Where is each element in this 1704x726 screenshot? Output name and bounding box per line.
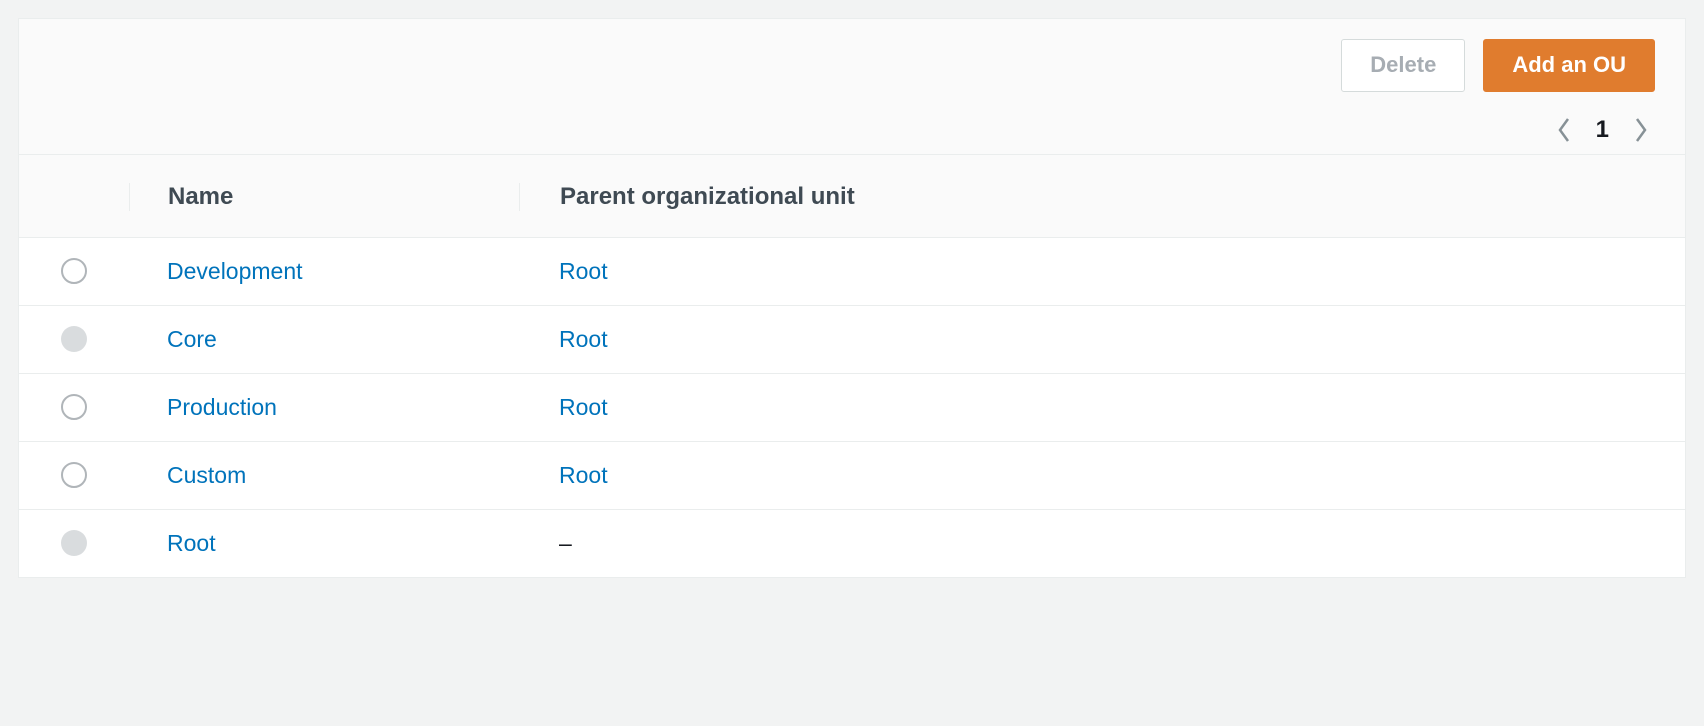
table-row: Core Root xyxy=(19,305,1685,373)
table-row: Development Root xyxy=(19,237,1685,305)
ou-name-link[interactable]: Development xyxy=(167,258,303,284)
table-row: Production Root xyxy=(19,373,1685,441)
row-name-cell: Custom xyxy=(129,462,519,489)
row-radio xyxy=(61,326,87,352)
table-header-row: Name Parent organizational unit xyxy=(19,155,1685,237)
pagination: 1 xyxy=(1554,116,1655,144)
row-name-cell: Root xyxy=(129,530,519,557)
row-parent-cell: Root xyxy=(519,258,1685,285)
column-header-parent[interactable]: Parent organizational unit xyxy=(519,183,1685,211)
parent-ou-link[interactable]: Root xyxy=(559,462,608,488)
panel-header: Delete Add an OU 1 xyxy=(19,19,1685,155)
current-page: 1 xyxy=(1596,116,1609,144)
row-parent-cell: Root xyxy=(519,326,1685,353)
parent-ou-link[interactable]: Root xyxy=(559,258,608,284)
parent-ou-text: – xyxy=(559,530,572,556)
ou-name-link[interactable]: Core xyxy=(167,326,217,352)
delete-button[interactable]: Delete xyxy=(1341,39,1465,92)
ou-panel: Delete Add an OU 1 Name Parent organizat… xyxy=(18,18,1686,578)
prev-page-icon[interactable] xyxy=(1554,120,1574,140)
table-row: Custom Root xyxy=(19,441,1685,509)
row-name-cell: Core xyxy=(129,326,519,353)
ou-name-link[interactable]: Production xyxy=(167,394,277,420)
parent-ou-link[interactable]: Root xyxy=(559,394,608,420)
add-ou-button[interactable]: Add an OU xyxy=(1483,39,1655,92)
ou-name-link[interactable]: Custom xyxy=(167,462,246,488)
parent-ou-link[interactable]: Root xyxy=(559,326,608,352)
row-select-cell xyxy=(19,530,129,556)
action-bar: Delete Add an OU xyxy=(1341,39,1655,92)
row-select-cell xyxy=(19,462,129,488)
row-select-cell xyxy=(19,394,129,420)
row-parent-cell: Root xyxy=(519,462,1685,489)
row-radio[interactable] xyxy=(61,258,87,284)
column-header-name[interactable]: Name xyxy=(129,183,519,211)
ou-name-link[interactable]: Root xyxy=(167,530,216,556)
table-row: Root – xyxy=(19,509,1685,577)
row-radio[interactable] xyxy=(61,462,87,488)
next-page-icon[interactable] xyxy=(1631,120,1651,140)
row-radio[interactable] xyxy=(61,394,87,420)
table-body: DevelopmentRootCoreRootProductionRootCus… xyxy=(19,237,1685,577)
row-name-cell: Production xyxy=(129,394,519,421)
row-name-cell: Development xyxy=(129,258,519,285)
row-parent-cell: Root xyxy=(519,394,1685,421)
row-radio xyxy=(61,530,87,556)
row-select-cell xyxy=(19,326,129,352)
row-parent-cell: – xyxy=(519,530,1685,557)
row-select-cell xyxy=(19,258,129,284)
